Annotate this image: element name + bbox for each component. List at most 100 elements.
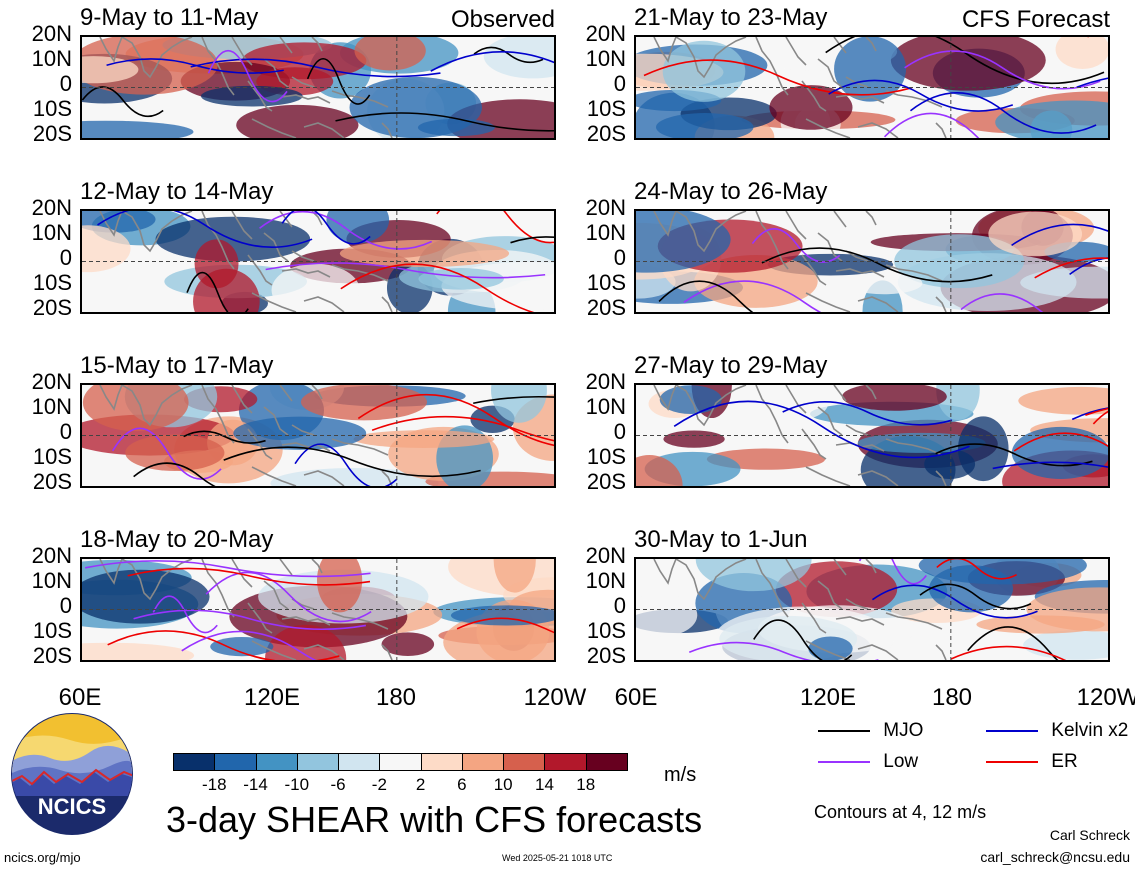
panel-title: 30-May to 1-Jun	[634, 526, 808, 553]
colorbar-swatch	[585, 753, 628, 771]
map-panel	[80, 557, 556, 662]
shear-map-icon	[636, 37, 1108, 138]
lat-label: 0	[59, 71, 72, 96]
contours-note: Contours at 4, 12 m/s	[814, 802, 987, 822]
colorbar-swatch	[255, 753, 298, 771]
lat-label: 20S	[586, 295, 626, 320]
panel-title: 24-May to 26-May	[634, 178, 828, 205]
colorbar-swatch	[379, 753, 422, 771]
lat-label: 20N	[585, 543, 626, 568]
lat-label: 20S	[32, 643, 72, 668]
lat-label: 20N	[31, 21, 72, 46]
colorbar-swatch	[173, 753, 216, 771]
er-line-icon	[986, 760, 1038, 763]
colorbar-tick-label: -14	[243, 775, 268, 794]
colorbar-swatch	[461, 753, 505, 771]
colorbar	[173, 753, 628, 771]
lon-label: 120W	[1076, 684, 1135, 711]
map-panel	[80, 35, 556, 140]
shear-map-icon	[82, 559, 554, 660]
lat-label: 20S	[32, 295, 72, 320]
lat-label: 10N	[31, 394, 72, 419]
lat-label: 10S	[586, 96, 626, 121]
lat-label: 10S	[586, 618, 626, 643]
footer-email[interactable]: carl_schreck@ncsu.edu	[980, 849, 1130, 865]
panel-title: 12-May to 14-May	[80, 178, 274, 205]
colorbar-swatch	[420, 753, 463, 771]
panel-title: 21-May to 23-May	[634, 4, 828, 31]
lat-label: 20S	[32, 469, 72, 494]
lat-label: 0	[613, 419, 626, 444]
lat-label: 10N	[585, 568, 626, 593]
colorbar-unit: m/s	[664, 764, 697, 786]
colorbar-tick-label: 6	[457, 775, 467, 794]
colorbar-tick-label: -10	[284, 775, 310, 794]
lat-label: 20S	[586, 643, 626, 668]
lat-label: 10S	[32, 96, 72, 121]
legend-label: Kelvin x2	[1051, 720, 1129, 741]
colorbar-tick-label: 2	[415, 775, 426, 794]
colorbar-tick-label: 10	[493, 775, 513, 794]
colorbar-tick-label: 18	[576, 775, 596, 794]
shear-map-icon	[636, 559, 1108, 660]
colorbar-swatch	[296, 753, 340, 771]
ncics-logo-icon: NCICS	[11, 713, 133, 835]
map-panel	[634, 557, 1110, 662]
lat-label: 20N	[585, 369, 626, 394]
lon-label: 180	[931, 684, 973, 711]
lon-label: 60E	[58, 684, 102, 711]
lat-label: 0	[59, 245, 72, 270]
lat-label: 20N	[585, 195, 626, 220]
lon-label: 120E	[799, 684, 857, 711]
lat-label: 20S	[32, 121, 72, 146]
lat-label: 0	[613, 245, 626, 270]
colorbar-tick-label: -6	[330, 775, 346, 794]
panel-title: 15-May to 17-May	[80, 352, 274, 379]
panel-title: 9-May to 11-May	[80, 4, 259, 31]
lat-label: 10S	[32, 618, 72, 643]
map-panel	[634, 35, 1110, 140]
lat-label: 20N	[31, 543, 72, 568]
lon-label: 60E	[614, 684, 658, 711]
observed-tag: Observed	[450, 6, 555, 33]
shear-map-icon	[636, 211, 1108, 312]
map-panel	[634, 209, 1110, 314]
lat-label: 0	[613, 71, 626, 96]
lat-label: 20S	[586, 121, 626, 146]
lat-label: 0	[613, 593, 626, 618]
legend-label: Low	[883, 751, 919, 772]
lon-label: 120E	[243, 684, 301, 711]
colorbar-tick-label: -18	[201, 775, 227, 794]
shear-map-icon	[82, 37, 554, 138]
lat-label: 10N	[31, 568, 72, 593]
shear-map-icon	[82, 211, 554, 312]
lat-label: 10N	[31, 46, 72, 71]
legend-label: ER	[1051, 751, 1078, 772]
mjo-line-icon	[818, 729, 870, 732]
footer-url[interactable]: ncics.org/mjo	[4, 850, 81, 865]
footer-timestamp: Wed 2025-05-21 1018 UTC	[502, 853, 613, 863]
lat-label: 20S	[586, 469, 626, 494]
lon-label: 180	[375, 684, 417, 711]
shear-map-icon	[636, 385, 1108, 486]
panel-title: 18-May to 20-May	[80, 526, 274, 553]
lat-label: 10N	[31, 220, 72, 245]
map-panel	[80, 209, 556, 314]
low-line-icon	[818, 760, 870, 763]
colorbar-swatch	[503, 753, 546, 771]
colorbar-swatch	[214, 753, 257, 771]
lat-label: 10S	[32, 270, 72, 295]
map-panel	[80, 383, 556, 488]
legend-label: MJO	[883, 720, 924, 741]
logo-text: NCICS	[38, 794, 106, 819]
lat-label: 20N	[31, 369, 72, 394]
panel-title: 27-May to 29-May	[634, 352, 828, 379]
legend-low: Low	[818, 751, 918, 773]
kelvin-line-icon	[986, 729, 1038, 732]
lat-label: 20N	[585, 21, 626, 46]
lat-label: 10S	[32, 444, 72, 469]
map-panel	[634, 383, 1110, 488]
main-title: 3-day SHEAR with CFS forecasts	[166, 799, 703, 840]
footer-author: Carl Schreck	[1049, 827, 1130, 843]
colorbar-tick-label: 14	[534, 775, 554, 794]
